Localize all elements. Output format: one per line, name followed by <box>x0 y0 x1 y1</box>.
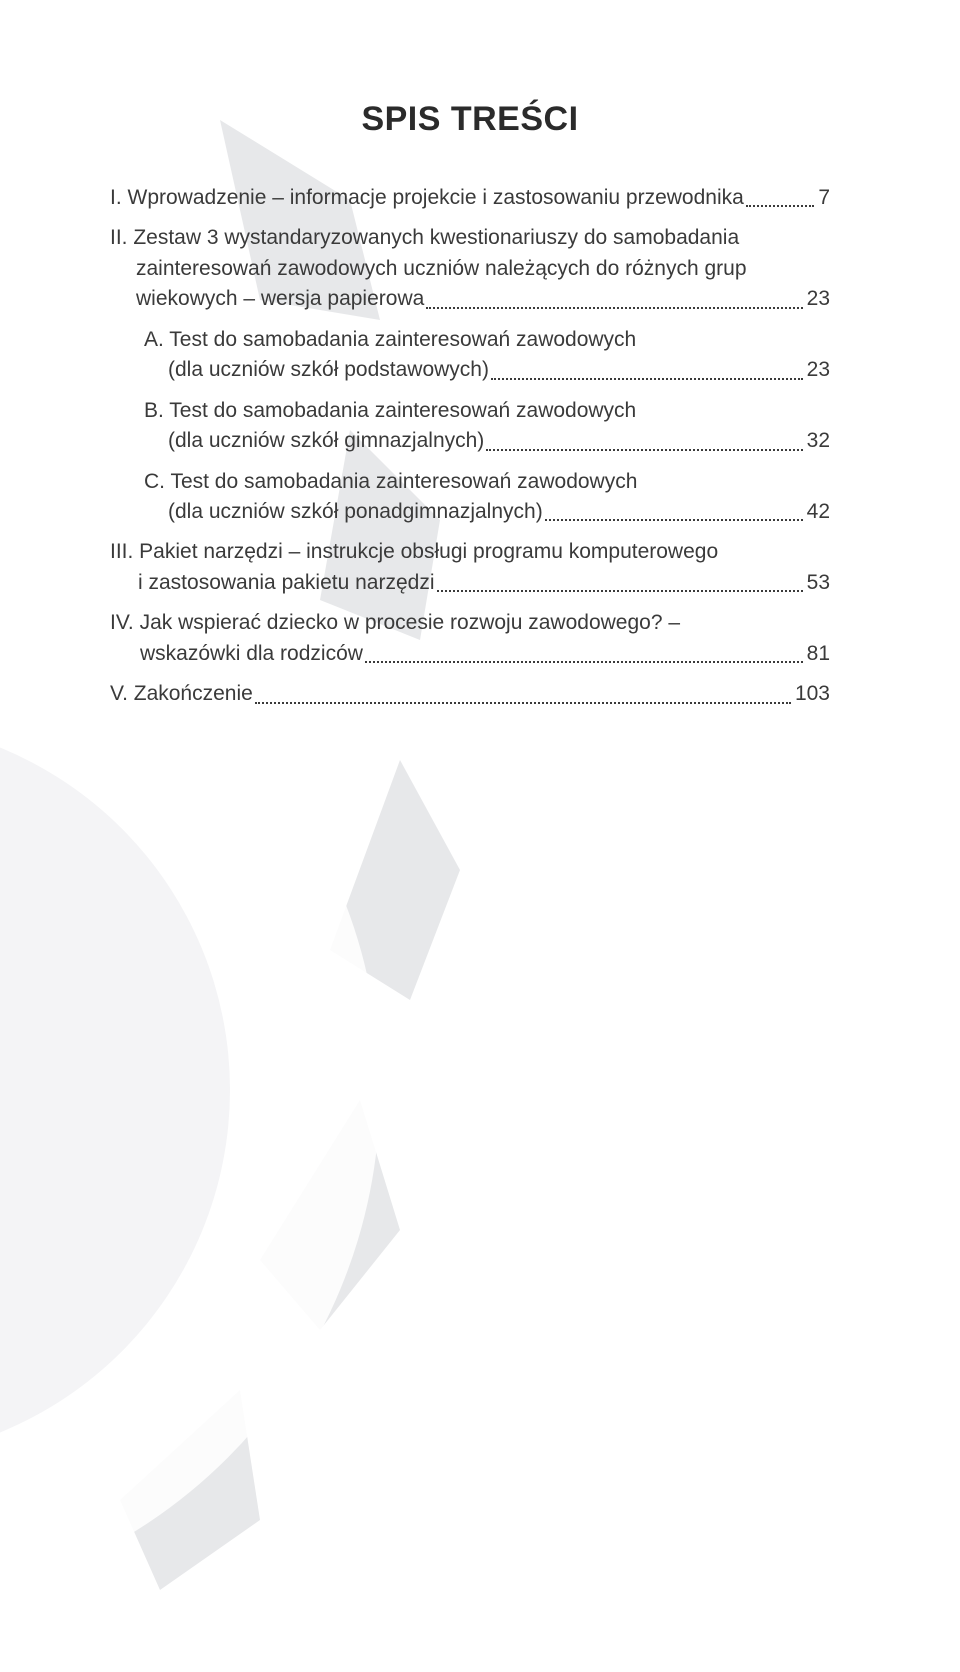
dot-leader <box>486 449 802 451</box>
toc-label: wiekowych – wersja papierowa <box>110 284 424 314</box>
toc-page: 23 <box>807 284 830 314</box>
toc-entry-i: I. Wprowadzenie – informacje projekcie i… <box>110 183 830 213</box>
page-title: SPIS TREŚCI <box>110 100 830 139</box>
toc-label: C. Test do samobadania zainteresowań zaw… <box>144 467 830 497</box>
page-content: SPIS TREŚCI I. Wprowadzenie – informacje… <box>0 0 960 710</box>
toc-entry-v: V. Zakończenie 103 <box>110 679 830 709</box>
toc-label: IV. Jak wspierać dziecko w procesie rozw… <box>110 608 830 638</box>
toc-label: A. Test do samobadania zainteresowań zaw… <box>144 325 830 355</box>
toc-page: 53 <box>807 568 830 598</box>
toc-entry-ii-b: B. Test do samobadania zainteresowań zaw… <box>110 396 830 457</box>
toc-label: (dla uczniów szkół podstawowych) <box>144 355 489 385</box>
dot-leader <box>746 205 815 207</box>
toc-label: (dla uczniów szkół gimnazjalnych) <box>144 426 484 456</box>
toc-entry-iv: IV. Jak wspierać dziecko w procesie rozw… <box>110 608 830 669</box>
toc-label: V. Zakończenie <box>110 679 253 709</box>
dot-leader <box>491 378 803 380</box>
toc-page: 81 <box>807 639 830 669</box>
toc-page: 32 <box>807 426 830 456</box>
toc-page: 42 <box>807 497 830 527</box>
dot-leader <box>426 307 802 309</box>
toc-label: zainteresowań zawodowych uczniów należąc… <box>110 254 830 284</box>
dot-leader <box>545 519 803 521</box>
toc-label: wskazówki dla rodziców <box>110 639 363 669</box>
dot-leader <box>365 661 803 663</box>
toc-label: i zastosowania pakietu narzędzi <box>110 568 435 598</box>
toc-label: II. Zestaw 3 wystandaryzowanych kwestion… <box>110 223 830 253</box>
dot-leader <box>437 590 803 592</box>
toc-label: III. Pakiet narzędzi – instrukcje obsług… <box>110 537 830 567</box>
toc-page: 23 <box>807 355 830 385</box>
toc-label: B. Test do samobadania zainteresowań zaw… <box>144 396 830 426</box>
toc-entry-ii-a: A. Test do samobadania zainteresowań zaw… <box>110 325 830 386</box>
toc-page: 103 <box>795 679 830 709</box>
dot-leader <box>255 702 791 704</box>
toc-label: I. Wprowadzenie – informacje projekcie i… <box>110 183 744 213</box>
toc-page: 7 <box>818 183 830 213</box>
toc-entry-iii: III. Pakiet narzędzi – instrukcje obsług… <box>110 537 830 598</box>
toc-entry-ii-c: C. Test do samobadania zainteresowań zaw… <box>110 467 830 528</box>
toc-entry-ii: II. Zestaw 3 wystandaryzowanych kwestion… <box>110 223 830 314</box>
toc-label: (dla uczniów szkół ponadgimnazjalnych) <box>144 497 543 527</box>
